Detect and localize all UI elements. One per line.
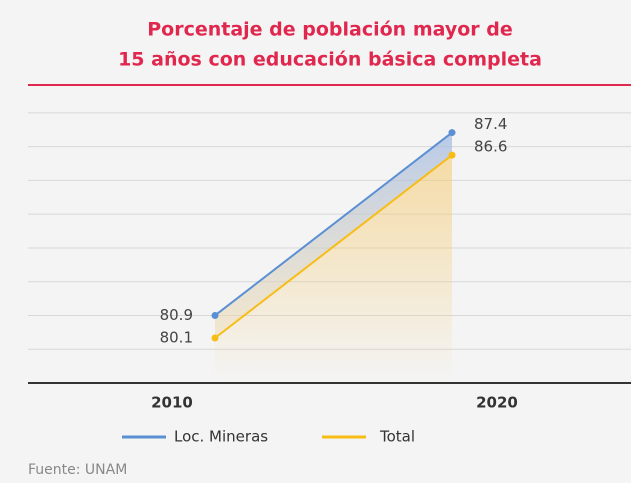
data-label: 86.6	[474, 138, 507, 156]
data-label: 87.4	[474, 115, 507, 133]
data-label: 80.9	[160, 306, 193, 324]
line	[214, 131, 453, 317]
title: Porcentaje de población mayor de	[147, 19, 513, 41]
point	[448, 151, 456, 159]
point	[211, 334, 219, 342]
title: 15 años con educación básica completa	[118, 49, 542, 71]
line	[214, 154, 453, 339]
area	[215, 132, 452, 338]
point	[448, 129, 456, 137]
x-tick-label: 2020	[476, 394, 518, 412]
area	[215, 155, 452, 383]
legend-label: Loc. Mineras	[174, 428, 268, 446]
data-label: 80.1	[160, 328, 193, 346]
point	[211, 311, 219, 319]
legend-label: Total	[379, 428, 415, 446]
source: Fuente: UNAM	[28, 462, 127, 478]
plot: 2010 2020 80.9 87.4 80.1 86.6	[28, 112, 631, 412]
x-tick-label: 2010	[151, 394, 193, 412]
